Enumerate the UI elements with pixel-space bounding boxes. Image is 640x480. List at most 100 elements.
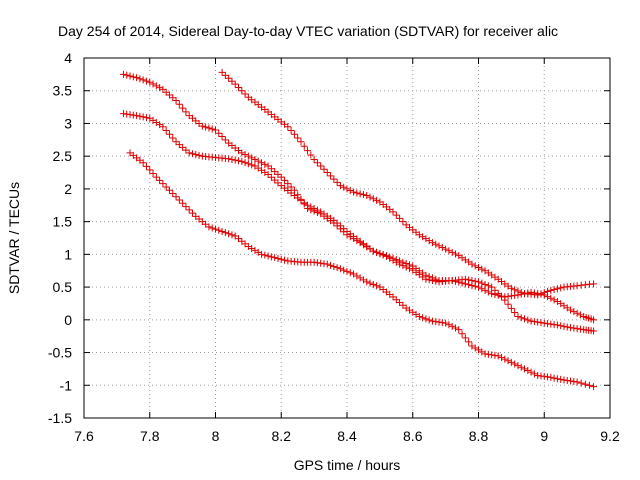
- data-point: [330, 175, 338, 183]
- y-tick-label: 3.5: [53, 83, 73, 99]
- data-point: [139, 113, 147, 121]
- data-point: [336, 182, 344, 190]
- data-point: [366, 193, 374, 201]
- data-point: [287, 126, 295, 134]
- data-point: [501, 296, 509, 304]
- y-tick-label: -1.5: [48, 410, 72, 426]
- data-point: [590, 316, 598, 324]
- data-point: [488, 290, 496, 298]
- data-point: [422, 271, 430, 279]
- data-point: [287, 183, 295, 191]
- data-point: [478, 265, 486, 273]
- data-point: [389, 208, 397, 216]
- data-point: [231, 80, 239, 88]
- data-point: [142, 77, 150, 85]
- data-point: [461, 334, 469, 342]
- data-point: [159, 123, 167, 131]
- data-point: [581, 380, 589, 388]
- data-point: [468, 277, 476, 285]
- data-point: [277, 255, 285, 263]
- data-point: [435, 242, 443, 250]
- data-point: [432, 275, 440, 283]
- y-tick-label: 2: [64, 181, 72, 197]
- y-tick-label: 0: [64, 312, 72, 328]
- data-point: [251, 155, 259, 163]
- data-point: [149, 80, 157, 88]
- data-point: [172, 97, 180, 105]
- data-point: [169, 134, 177, 142]
- data-point: [458, 330, 466, 338]
- data-point: [521, 365, 529, 373]
- data-point: [284, 123, 292, 131]
- data-point: [537, 290, 545, 298]
- data-point: [185, 149, 193, 157]
- data-point: [123, 71, 131, 79]
- data-point: [221, 71, 229, 79]
- x-tick-label: 8.6: [403, 428, 423, 444]
- data-point: [511, 286, 519, 294]
- y-tick-label: -1: [60, 377, 73, 393]
- data-point: [363, 191, 371, 199]
- data-point: [225, 74, 233, 82]
- data-point: [356, 190, 364, 198]
- data-point: [432, 240, 440, 248]
- y-tick-labels: -1.5 -1 -0.5 0 0.5 1 1.5 2 2.5 3 3.5 4: [48, 50, 72, 426]
- data-point: [327, 261, 335, 269]
- data-point: [261, 251, 269, 259]
- data-point: [281, 176, 289, 184]
- data-point: [156, 84, 164, 92]
- data-point: [530, 370, 538, 378]
- data-point: [231, 156, 239, 164]
- data-point: [244, 152, 252, 160]
- data-point: [241, 151, 249, 159]
- data-point: [284, 180, 292, 188]
- data-point: [254, 157, 262, 165]
- data-point: [448, 322, 456, 330]
- data-point: [553, 285, 561, 293]
- data-point: [481, 286, 489, 294]
- data-point: [507, 304, 515, 312]
- data-series: [119, 68, 598, 391]
- data-point: [514, 287, 522, 295]
- x-tick-label: 8: [212, 428, 220, 444]
- y-tick-label: 3: [64, 115, 72, 131]
- data-point: [228, 231, 236, 239]
- data-point: [517, 288, 525, 296]
- data-point: [212, 126, 219, 134]
- data-point: [484, 288, 492, 296]
- data-point: [169, 189, 177, 197]
- data-point: [521, 315, 529, 323]
- data-point: [277, 173, 285, 181]
- data-point: [396, 257, 404, 265]
- data-point: [524, 316, 532, 324]
- x-tick-label: 7.6: [74, 428, 94, 444]
- data-point: [373, 282, 381, 290]
- data-point: [307, 203, 315, 211]
- data-point: [320, 165, 328, 173]
- data-point: [162, 126, 170, 134]
- data-point: [294, 134, 302, 142]
- data-point: [396, 214, 404, 222]
- data-point: [304, 147, 312, 155]
- data-point: [165, 186, 173, 194]
- data-point: [218, 133, 226, 141]
- data-point: [313, 159, 321, 167]
- x-tick-label: 9: [540, 428, 548, 444]
- data-point: [577, 379, 585, 387]
- data-point: [507, 358, 515, 366]
- data-point: [359, 191, 367, 199]
- data-point: [534, 291, 542, 299]
- data-point: [369, 280, 377, 288]
- x-tick-label: 7.8: [140, 428, 160, 444]
- x-axis-label: GPS time / hours: [294, 457, 401, 473]
- data-point: [501, 355, 509, 363]
- data-point: [547, 286, 555, 294]
- data-point: [238, 157, 246, 165]
- data-point: [149, 170, 157, 178]
- data-point: [159, 180, 167, 188]
- data-point: [422, 315, 430, 323]
- y-tick-label: 1: [64, 246, 72, 262]
- data-point: [379, 251, 387, 259]
- data-point: [313, 206, 321, 214]
